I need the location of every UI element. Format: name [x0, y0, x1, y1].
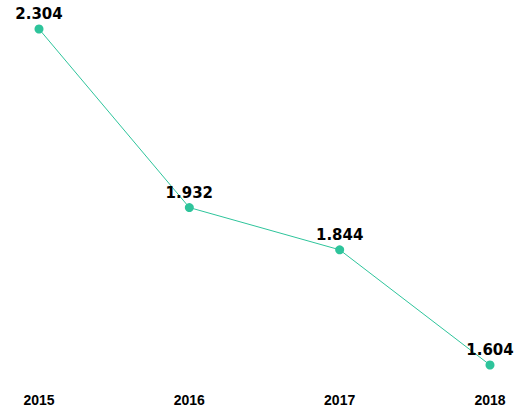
svg-text:2.304: 2.304	[15, 5, 62, 23]
svg-text:2016: 2016	[174, 392, 205, 408]
svg-text:1.604: 1.604	[466, 341, 513, 359]
svg-text:2015: 2015	[23, 392, 54, 408]
svg-text:2017: 2017	[324, 392, 355, 408]
svg-text:1.932: 1.932	[166, 184, 213, 202]
svg-text:2018: 2018	[474, 392, 505, 408]
svg-text:1.844: 1.844	[316, 226, 363, 244]
